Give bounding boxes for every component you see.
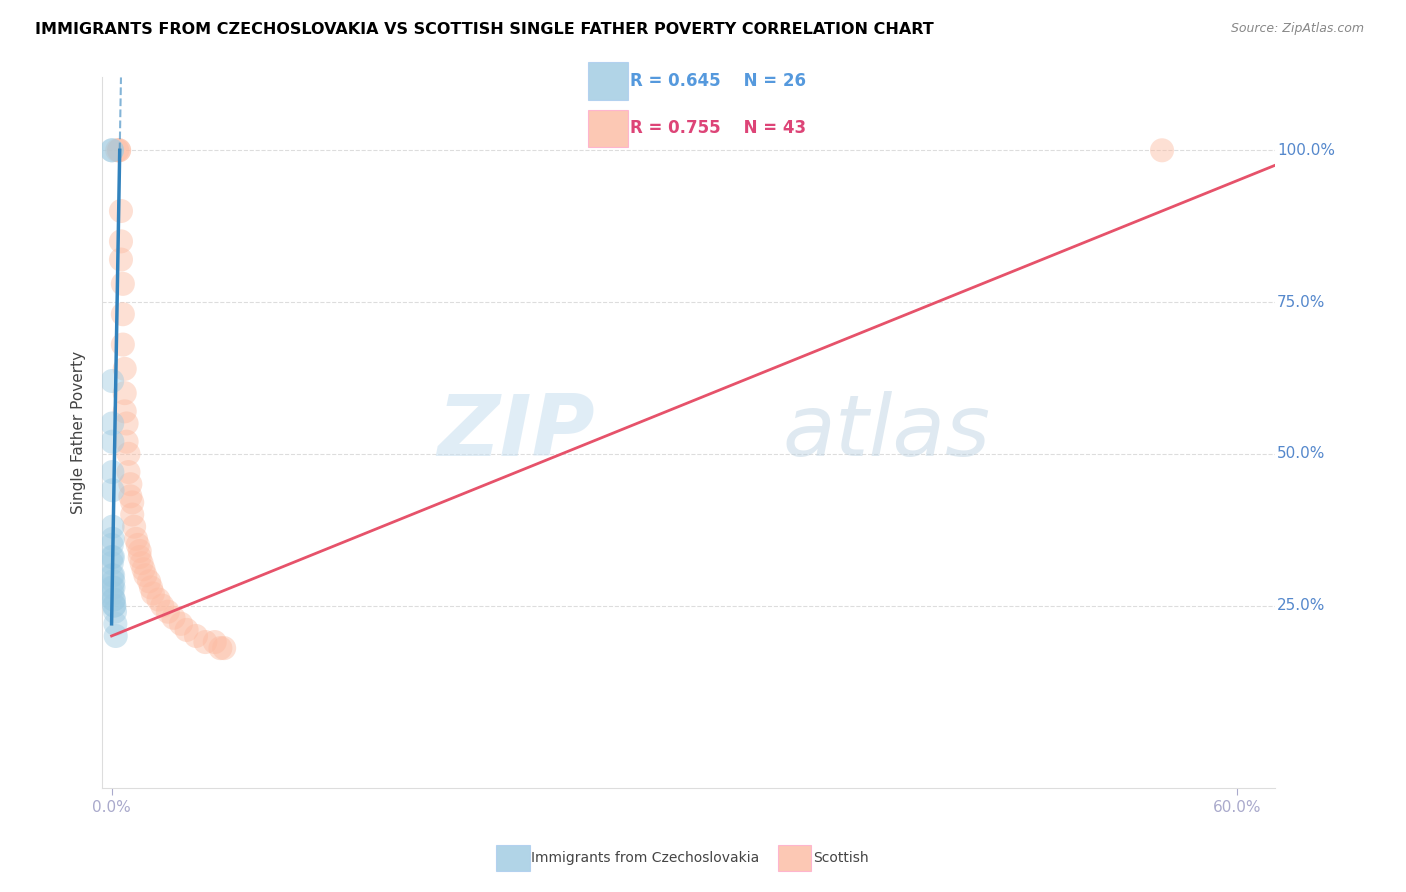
Point — [114, 362, 136, 376]
Point — [1150, 143, 1173, 157]
Text: Scottish: Scottish — [813, 851, 869, 865]
Text: Immigrants from Czechoslovakia: Immigrants from Czechoslovakia — [531, 851, 759, 865]
Point — [122, 519, 145, 533]
Point — [139, 581, 162, 595]
Point — [156, 605, 179, 619]
Point — [162, 611, 184, 625]
Point — [128, 544, 150, 558]
Point — [131, 556, 153, 570]
Text: ZIP: ZIP — [437, 391, 595, 474]
Point — [101, 586, 124, 600]
Point — [101, 143, 124, 157]
Point — [111, 277, 134, 291]
Point — [101, 143, 124, 157]
Point — [170, 616, 193, 631]
Point — [108, 143, 131, 157]
Point — [127, 538, 149, 552]
Point — [110, 235, 132, 249]
Point — [138, 574, 160, 589]
Text: 100.0%: 100.0% — [1277, 143, 1334, 158]
Point — [110, 204, 132, 219]
Text: Source: ZipAtlas.com: Source: ZipAtlas.com — [1230, 22, 1364, 36]
Point — [134, 568, 156, 582]
Point — [117, 447, 139, 461]
Point — [103, 581, 125, 595]
Point — [194, 635, 217, 649]
Point — [148, 592, 170, 607]
Point — [101, 581, 124, 595]
Text: R = 0.755    N = 43: R = 0.755 N = 43 — [630, 119, 806, 136]
Point — [115, 434, 138, 449]
Point — [114, 404, 136, 418]
Point — [117, 465, 139, 479]
Point — [120, 477, 142, 491]
Point — [209, 641, 232, 656]
Point — [105, 143, 128, 157]
Point — [101, 374, 124, 388]
Point — [120, 489, 142, 503]
Point — [101, 550, 124, 565]
Point — [128, 550, 150, 565]
Point — [101, 532, 124, 546]
Point — [212, 641, 235, 656]
Point — [104, 616, 127, 631]
Point — [204, 635, 226, 649]
Point — [103, 592, 125, 607]
Point — [103, 574, 125, 589]
Point — [121, 508, 143, 522]
Point — [150, 599, 173, 613]
Point — [114, 386, 136, 401]
Point — [101, 483, 124, 498]
Point — [176, 623, 198, 637]
Point — [110, 252, 132, 267]
Text: 75.0%: 75.0% — [1277, 294, 1326, 310]
Text: atlas: atlas — [782, 391, 990, 474]
Point — [142, 586, 165, 600]
Point — [101, 434, 124, 449]
Point — [111, 337, 134, 351]
Point — [101, 556, 124, 570]
Point — [184, 629, 207, 643]
Text: 50.0%: 50.0% — [1277, 446, 1326, 461]
Point — [101, 417, 124, 431]
Text: IMMIGRANTS FROM CZECHOSLOVAKIA VS SCOTTISH SINGLE FATHER POVERTY CORRELATION CHA: IMMIGRANTS FROM CZECHOSLOVAKIA VS SCOTTI… — [35, 22, 934, 37]
Text: 25.0%: 25.0% — [1277, 599, 1326, 613]
Text: R = 0.645    N = 26: R = 0.645 N = 26 — [630, 72, 806, 90]
Point — [103, 599, 125, 613]
Point — [101, 568, 124, 582]
Point — [111, 307, 134, 321]
Point — [121, 495, 143, 509]
Point — [132, 562, 155, 576]
Point — [101, 519, 124, 533]
Point — [101, 550, 124, 565]
Point — [101, 465, 124, 479]
Point — [104, 605, 127, 619]
Y-axis label: Single Father Poverty: Single Father Poverty — [72, 351, 86, 514]
Point — [125, 532, 148, 546]
Point — [115, 417, 138, 431]
Point — [104, 629, 127, 643]
Point — [108, 143, 131, 157]
Point — [103, 592, 125, 607]
Point — [101, 568, 124, 582]
Point — [103, 599, 125, 613]
Point — [101, 538, 124, 552]
